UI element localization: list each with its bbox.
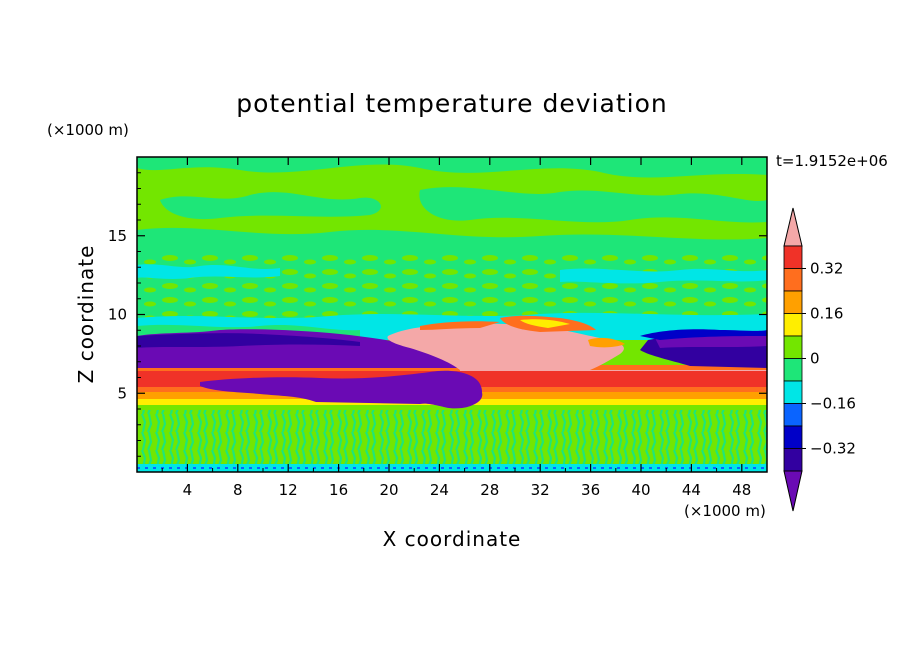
x-tick-label: 12 (279, 481, 298, 499)
x-tick-label: 48 (732, 481, 751, 499)
colorbar-bottom-triangle (783, 470, 803, 512)
y-tick-label: 10 (108, 306, 127, 324)
region-cold-lobe (200, 371, 483, 408)
chart-title: potential temperature deviation (236, 89, 667, 118)
time-label: t=1.9152e+06 (776, 152, 888, 170)
colorbar-swatch (783, 403, 803, 427)
x-tick-label: 44 (682, 481, 701, 499)
x-tick-label: 28 (480, 481, 499, 499)
colorbar-swatch (783, 380, 803, 404)
colorbar-tick-label: 0.16 (810, 305, 843, 323)
region-warm-core (387, 323, 624, 370)
colorbar-swatch (783, 245, 803, 269)
colorbar-tick-label: 0.32 (810, 260, 843, 278)
x-unit-label: (×1000 m) (684, 502, 766, 520)
colorbar-swatch (783, 268, 803, 292)
colorbar-top-triangle (783, 207, 803, 247)
y-tick-label: 15 (108, 227, 127, 245)
plot-area (137, 157, 767, 472)
colorbar-swatch (783, 358, 803, 382)
x-tick-label: 40 (631, 481, 650, 499)
colorbar-swatch (783, 335, 803, 359)
colorbar-swatch (783, 290, 803, 314)
x-tick-label: 4 (183, 481, 193, 499)
x-tick-label: 16 (329, 481, 348, 499)
y-axis-label: Z coordinate (74, 245, 98, 384)
x-tick-label: 20 (379, 481, 398, 499)
x-axis: 4 8 12 16 20 24 28 32 36 40 44 48 (161, 157, 751, 499)
colorbar-swatch (783, 313, 803, 337)
y-unit-label: (×1000 m) (47, 121, 129, 139)
colorbar-tick-label: 0 (810, 350, 820, 368)
y-axis: 5 10 15 (108, 172, 767, 457)
x-axis-label: X coordinate (383, 527, 522, 551)
x-tick-label: 8 (233, 481, 243, 499)
colorbar-swatch (783, 448, 803, 472)
colorbar-tick-label: −0.32 (810, 440, 856, 458)
x-tick-label: 32 (531, 481, 550, 499)
colorbar-swatch (783, 425, 803, 449)
colorbar-tick-label: −0.16 (810, 395, 856, 413)
region-lower-layer (137, 410, 767, 466)
x-tick-label: 36 (581, 481, 600, 499)
y-tick-label: 5 (117, 384, 127, 402)
x-tick-label: 24 (430, 481, 449, 499)
upper-texture (137, 157, 767, 320)
colorbar: 0.32 0.16 0 −0.16 −0.32 (783, 207, 856, 512)
